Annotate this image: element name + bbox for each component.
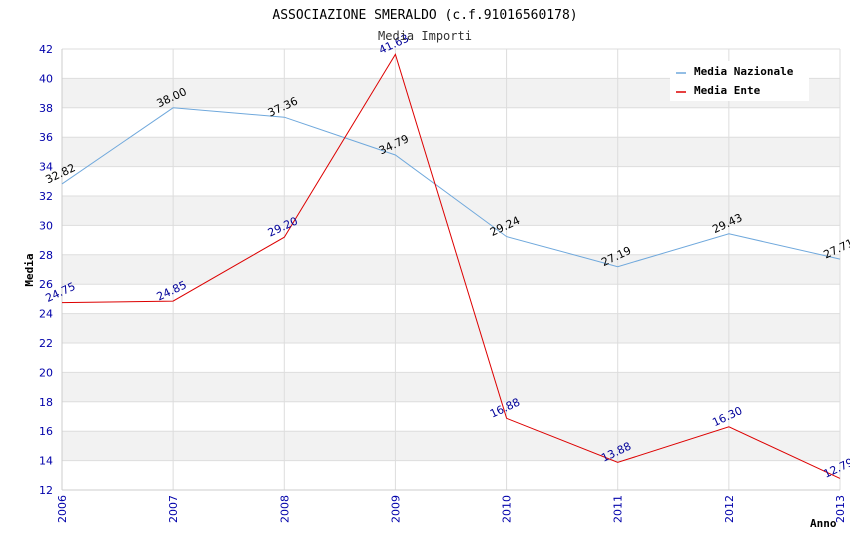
legend-label-media-nazionale: Media Nazionale [694,65,794,78]
y-tick-label: 40 [39,72,53,85]
y-tick-label: 20 [39,366,53,379]
axes [61,49,840,491]
chart-title: ASSOCIAZIONE SMERALDO (c.f.91016560178) [272,8,577,23]
series-lines [61,53,841,479]
y-tick-label: 18 [39,396,53,409]
y-tick-label: 28 [39,249,53,262]
chart-subtitle: Media Importi [378,29,472,43]
y-tick-label: 12 [39,484,53,497]
x-tick-label: 2012 [723,495,736,523]
y-tick-label: 32 [39,190,53,203]
y-tick-label: 14 [39,455,53,468]
y-tick-label: 24 [39,308,53,321]
x-tick-label: 2010 [501,495,514,523]
y-tick-label: 26 [39,278,53,291]
y-tick-label: 42 [39,43,53,56]
plot-band [62,313,840,343]
legend: Media Nazionale Media Ente [670,61,809,101]
series-line-media-ente [61,53,841,479]
x-tick-labels: 2006 2007 2008 2009 2010 2011 2012 2013 [56,495,847,523]
y-tick-label: 36 [39,131,53,144]
y-tick-label: 30 [39,219,53,232]
y-tick-label: 22 [39,337,53,350]
plot-band [62,372,840,402]
y-axis-label: Media [23,253,36,286]
legend-label-media-ente: Media Ente [694,84,761,97]
y-tick-labels: 12 14 16 18 20 22 24 26 28 30 32 34 36 38 40 42 [39,43,53,497]
legend-box [670,61,809,101]
plot-band [62,137,840,167]
data-label-media-ente: 16.30 [710,404,744,429]
x-tick-label: 2009 [389,495,402,523]
x-tick-label: 2007 [167,495,180,523]
x-tick-label: 2013 [834,495,847,523]
plot-band [62,431,840,461]
legend-item-media-nazionale: Media Nazionale [676,65,794,78]
y-tick-label: 34 [39,161,53,174]
series-line-media-nazionale [61,107,841,268]
x-axis-label: Anno [810,517,837,530]
y-tick-label: 38 [39,102,53,115]
y-tick-label: 16 [39,425,53,438]
x-tick-label: 2006 [56,495,69,523]
x-tick-label: 2011 [612,495,625,523]
plot-band [62,196,840,226]
plot-bands [62,78,840,461]
plot-band [62,254,840,285]
x-tick-label: 2008 [278,495,291,523]
grid-lines [61,48,841,491]
legend-item-media-ente: Media Ente [676,84,761,97]
